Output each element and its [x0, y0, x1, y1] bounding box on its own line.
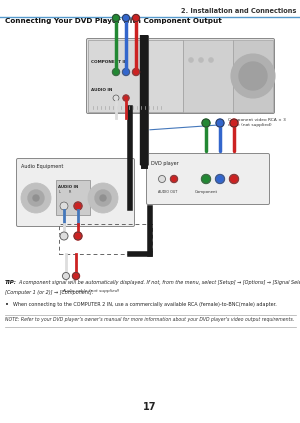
Circle shape — [112, 69, 119, 75]
Circle shape — [202, 175, 211, 184]
Text: Connecting Your DVD Player with Component Output: Connecting Your DVD Player with Componen… — [5, 18, 222, 24]
Circle shape — [133, 69, 140, 75]
Circle shape — [21, 183, 51, 213]
Text: 17: 17 — [143, 402, 157, 412]
Text: Component video RCA × 3
cable (not supplied): Component video RCA × 3 cable (not suppl… — [150, 118, 286, 130]
Text: L       R: L R — [59, 190, 71, 194]
Circle shape — [60, 232, 68, 240]
Text: AUDIO OUT: AUDIO OUT — [158, 190, 177, 194]
FancyBboxPatch shape — [146, 154, 269, 204]
Circle shape — [74, 202, 82, 210]
Circle shape — [95, 190, 111, 206]
Circle shape — [230, 119, 238, 127]
Text: COMPONENT IN: COMPONENT IN — [91, 60, 128, 64]
Circle shape — [122, 14, 130, 22]
Circle shape — [62, 272, 70, 280]
Circle shape — [60, 202, 68, 210]
Circle shape — [74, 232, 82, 240]
Circle shape — [33, 195, 39, 201]
Text: When connecting to the COMPUTER 2 IN, use a commercially available RCA (female)-: When connecting to the COMPUTER 2 IN, us… — [13, 302, 277, 307]
Circle shape — [112, 14, 119, 22]
Text: Audio Equipment: Audio Equipment — [21, 164, 63, 169]
Circle shape — [28, 190, 44, 206]
Circle shape — [133, 14, 140, 22]
Text: NOTE: Refer to your DVD player’s owner’s manual for more information about your : NOTE: Refer to your DVD player’s owner’s… — [5, 317, 294, 322]
Circle shape — [123, 95, 129, 101]
Circle shape — [88, 183, 118, 213]
Circle shape — [208, 58, 214, 63]
Text: DVD player: DVD player — [151, 161, 179, 166]
Circle shape — [158, 176, 166, 182]
FancyBboxPatch shape — [16, 159, 134, 226]
Circle shape — [215, 175, 224, 184]
Bar — [59, 224, 152, 254]
Bar — [88, 40, 183, 112]
Circle shape — [73, 272, 80, 280]
Text: A component signal will be automatically displayed. If not, from the menu, selec: A component signal will be automatically… — [18, 280, 300, 285]
Circle shape — [199, 58, 203, 63]
Text: [Computer 1 (or 2)] → [Component].: [Computer 1 (or 2)] → [Component]. — [5, 290, 93, 295]
Text: AUDIO IN: AUDIO IN — [58, 185, 78, 189]
Circle shape — [216, 119, 224, 127]
Circle shape — [239, 62, 267, 90]
Text: 2. Installation and Connections: 2. Installation and Connections — [181, 8, 296, 14]
Text: AUDIO IN: AUDIO IN — [91, 88, 112, 92]
Text: •: • — [5, 302, 9, 308]
Text: Audio cable (not supplied): Audio cable (not supplied) — [62, 289, 120, 293]
Bar — [233, 40, 273, 112]
Circle shape — [113, 95, 119, 101]
Circle shape — [122, 69, 130, 75]
Text: Component: Component — [194, 190, 218, 194]
Circle shape — [231, 54, 275, 98]
Circle shape — [202, 119, 210, 127]
Circle shape — [170, 176, 178, 182]
FancyBboxPatch shape — [86, 38, 274, 113]
Circle shape — [100, 195, 106, 201]
Circle shape — [230, 175, 238, 184]
Bar — [183, 40, 233, 112]
Text: TIP:: TIP: — [5, 280, 17, 285]
Bar — [56, 180, 90, 215]
Circle shape — [188, 58, 194, 63]
